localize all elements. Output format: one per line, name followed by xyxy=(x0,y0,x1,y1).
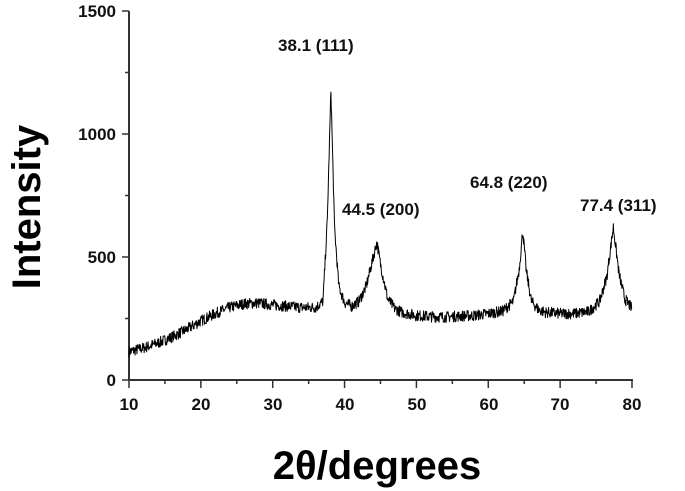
peak-label-311: 77.4 (311) xyxy=(580,196,657,215)
y-axis-ticks xyxy=(122,10,129,381)
y-tick-label-500: 500 xyxy=(88,248,116,267)
x-tick-label-40: 40 xyxy=(336,395,355,414)
x-tick-label-50: 50 xyxy=(408,395,427,414)
x-tick-label-80: 80 xyxy=(623,395,642,414)
y-tick-label-1500: 1500 xyxy=(78,2,116,21)
peak-label-111: 38.1 (111) xyxy=(278,36,354,55)
peak-label-200: 44.5 (200) xyxy=(342,200,420,219)
x-axis-title: 2θ/degrees xyxy=(273,444,481,488)
x-axis-ticks xyxy=(128,380,633,388)
y-axis-title: Intensity xyxy=(5,124,49,289)
peak-annotations: 38.1 (111) 44.5 (200) 64.8 (220) 77.4 (3… xyxy=(278,36,657,219)
peak-label-220: 64.8 (220) xyxy=(470,173,548,192)
xrd-data-line xyxy=(128,91,633,358)
y-tick-label-1000: 1000 xyxy=(78,125,116,144)
x-tick-label-70: 70 xyxy=(551,395,570,414)
x-tick-labels: 10 20 30 40 50 60 70 80 xyxy=(120,395,642,414)
x-tick-label-60: 60 xyxy=(480,395,499,414)
y-tick-labels: 0 500 1000 1500 xyxy=(78,2,116,390)
y-tick-label-0: 0 xyxy=(107,371,116,390)
axes xyxy=(128,11,633,381)
x-tick-label-20: 20 xyxy=(192,395,211,414)
x-tick-label-30: 30 xyxy=(264,395,283,414)
x-tick-label-10: 10 xyxy=(120,395,139,414)
